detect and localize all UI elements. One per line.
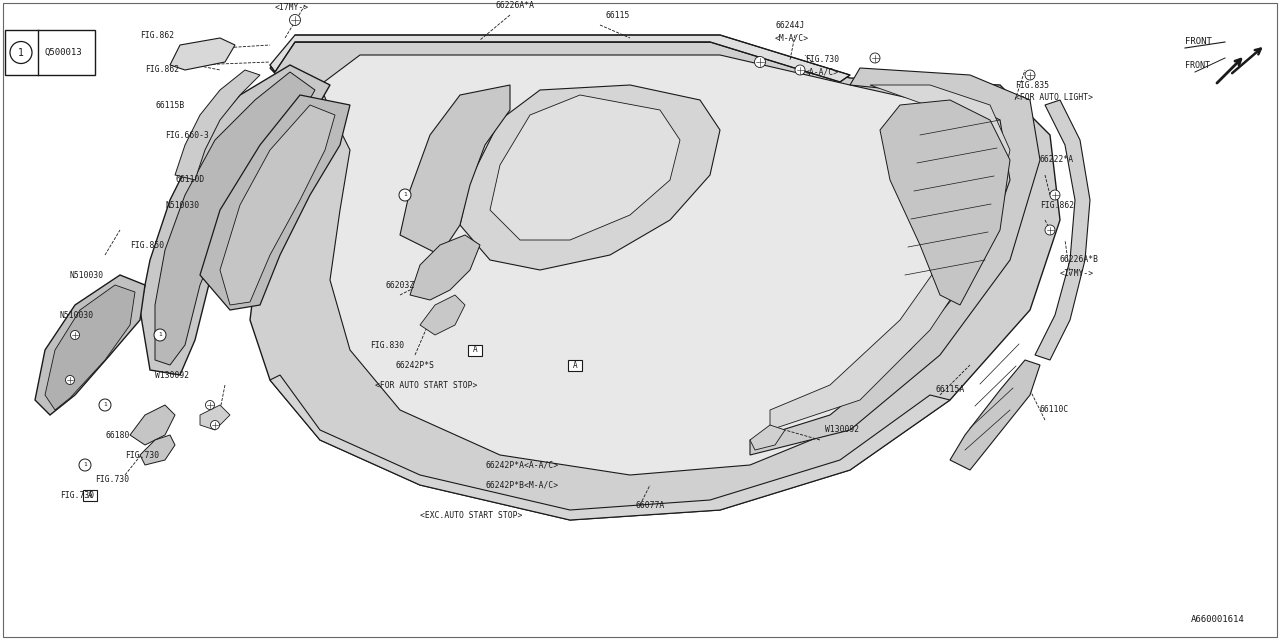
Text: 66110C: 66110C (1039, 406, 1069, 415)
Polygon shape (140, 435, 175, 465)
Text: Q500013: Q500013 (45, 48, 82, 57)
Text: 66115A: 66115A (934, 385, 964, 394)
Polygon shape (410, 235, 480, 300)
Text: 66242P*B<M-A/C>: 66242P*B<M-A/C> (485, 481, 558, 490)
Text: FIG.730: FIG.730 (125, 451, 159, 460)
Polygon shape (750, 425, 785, 450)
Text: 66222*A: 66222*A (1039, 156, 1074, 164)
Circle shape (289, 15, 301, 26)
Text: A: A (572, 360, 577, 369)
Polygon shape (750, 68, 1039, 455)
Circle shape (99, 399, 111, 411)
Text: 1: 1 (104, 403, 106, 408)
Text: <17MY->: <17MY-> (1060, 269, 1094, 278)
Polygon shape (250, 42, 1060, 520)
Text: FRONT: FRONT (1185, 61, 1210, 70)
Text: 66180: 66180 (105, 431, 129, 440)
Polygon shape (155, 72, 315, 365)
Polygon shape (270, 375, 950, 520)
Text: 1: 1 (18, 47, 24, 58)
Polygon shape (399, 85, 509, 255)
Bar (5, 30, 95, 75)
Text: W130092: W130092 (826, 426, 859, 435)
Polygon shape (45, 285, 134, 410)
Text: FIG.730: FIG.730 (805, 56, 840, 65)
Bar (468, 344, 483, 355)
Text: 66203Z: 66203Z (385, 280, 415, 289)
Circle shape (399, 189, 411, 201)
Circle shape (10, 42, 32, 63)
Circle shape (795, 65, 805, 75)
Text: 66242P*A<A-A/C>: 66242P*A<A-A/C> (485, 461, 558, 470)
Text: 66226A*B: 66226A*B (1060, 255, 1100, 264)
Text: FIG.730: FIG.730 (60, 490, 95, 499)
Text: FIG.660-3: FIG.660-3 (165, 131, 209, 140)
Text: W130092: W130092 (155, 371, 189, 380)
Text: A: A (472, 346, 477, 355)
Polygon shape (131, 405, 175, 445)
Text: N510030: N510030 (60, 310, 95, 319)
Text: 66115: 66115 (605, 10, 630, 19)
Polygon shape (175, 70, 260, 180)
Text: 66226A*A: 66226A*A (495, 1, 534, 10)
Polygon shape (220, 105, 335, 305)
Text: FIG.862: FIG.862 (140, 31, 174, 40)
Polygon shape (200, 95, 349, 310)
Circle shape (65, 376, 74, 385)
Text: 66110D: 66110D (175, 175, 205, 184)
Text: FIG.862: FIG.862 (1039, 200, 1074, 209)
Text: FIG.835: FIG.835 (1015, 81, 1050, 90)
Circle shape (1050, 190, 1060, 200)
Text: FIG.862: FIG.862 (145, 65, 179, 74)
Polygon shape (200, 405, 230, 430)
Circle shape (206, 401, 215, 410)
Text: FIG.850: FIG.850 (131, 241, 164, 250)
Text: FRONT: FRONT (1185, 38, 1212, 47)
Text: FIG.730: FIG.730 (95, 476, 129, 484)
Text: N510030: N510030 (165, 200, 200, 209)
Text: A660001614: A660001614 (1192, 616, 1245, 625)
Circle shape (210, 420, 219, 429)
Polygon shape (490, 95, 680, 240)
Text: 1: 1 (159, 333, 161, 337)
Polygon shape (881, 100, 1010, 305)
Polygon shape (320, 55, 989, 475)
Text: 66244J: 66244J (774, 20, 804, 29)
Circle shape (754, 56, 765, 67)
Bar (83, 490, 97, 500)
Polygon shape (35, 275, 145, 415)
Text: FIG.830: FIG.830 (370, 340, 404, 349)
Polygon shape (170, 38, 236, 70)
Polygon shape (140, 65, 330, 375)
Text: 66115B: 66115B (155, 100, 184, 109)
Text: 66242P*S: 66242P*S (396, 360, 434, 369)
Circle shape (70, 330, 79, 339)
Polygon shape (1036, 100, 1091, 360)
Bar (568, 360, 582, 371)
Circle shape (1044, 225, 1055, 235)
Polygon shape (771, 85, 1010, 430)
Circle shape (79, 459, 91, 471)
Circle shape (154, 329, 166, 341)
Text: 1: 1 (83, 463, 87, 467)
Text: <M-A/C>: <M-A/C> (774, 33, 809, 42)
Circle shape (1025, 70, 1036, 80)
Polygon shape (420, 295, 465, 335)
Polygon shape (270, 35, 850, 82)
Circle shape (870, 53, 881, 63)
Text: <A-A/C>: <A-A/C> (805, 67, 840, 77)
Polygon shape (460, 85, 719, 270)
Text: A: A (88, 490, 92, 499)
Text: N510030: N510030 (70, 271, 104, 280)
Polygon shape (950, 360, 1039, 470)
Text: 66077A: 66077A (635, 500, 664, 509)
Text: <EXC.AUTO START STOP>: <EXC.AUTO START STOP> (420, 511, 522, 520)
Text: 1: 1 (403, 193, 407, 198)
Text: <17MY->: <17MY-> (275, 3, 310, 13)
Text: <FOR AUTO LIGHT>: <FOR AUTO LIGHT> (1015, 93, 1093, 102)
Text: <FOR AUTO START STOP>: <FOR AUTO START STOP> (375, 381, 477, 390)
